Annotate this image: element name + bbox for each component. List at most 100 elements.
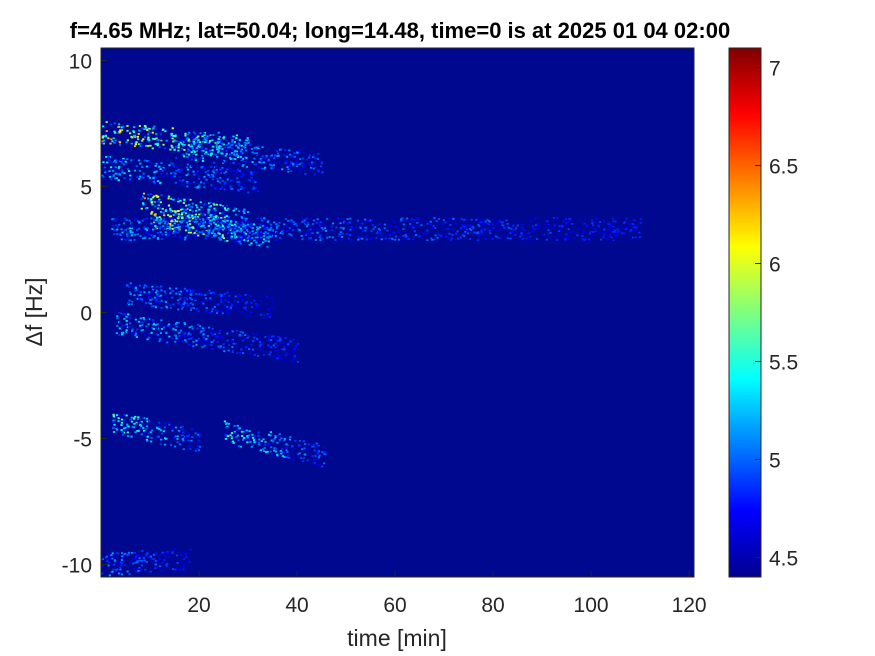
- heatmap-cell: [125, 237, 128, 240]
- heatmap-cell: [108, 558, 111, 560]
- heatmap-cell: [195, 150, 198, 153]
- heatmap-cell: [172, 435, 176, 437]
- heatmap-cell: [448, 218, 451, 220]
- heatmap-cell: [608, 234, 611, 237]
- heatmap-cell: [185, 234, 188, 237]
- heatmap-cell: [199, 201, 202, 204]
- heatmap-cell: [634, 224, 637, 227]
- heatmap-cell: [227, 231, 230, 234]
- heatmap-cell: [115, 224, 118, 227]
- heatmap-cell: [242, 210, 245, 213]
- heatmap-cell: [243, 222, 246, 225]
- heatmap-cell: [237, 226, 240, 229]
- heatmap-cell: [165, 565, 168, 567]
- heatmap-cell: [204, 171, 207, 173]
- heatmap-cell: [208, 290, 212, 293]
- heatmap-cell: [268, 235, 272, 238]
- heatmap-cell: [209, 297, 212, 300]
- heatmap-cell: [255, 244, 259, 247]
- heatmap-cell: [174, 220, 177, 222]
- heatmap-cell: [117, 420, 120, 423]
- heatmap-cell: [155, 337, 158, 339]
- heatmap-cell: [372, 228, 375, 230]
- heatmap-cell: [445, 235, 448, 238]
- heatmap-cell: [214, 309, 217, 312]
- heatmap-cell: [133, 422, 136, 425]
- heatmap-cell: [163, 553, 166, 555]
- heatmap-cell: [159, 565, 162, 568]
- heatmap-cell: [135, 336, 138, 338]
- heatmap-cell: [246, 223, 249, 226]
- heatmap-cell: [466, 229, 469, 232]
- heatmap-cell: [159, 231, 162, 234]
- heatmap-cell: [457, 238, 460, 240]
- heatmap-cell: [267, 228, 270, 231]
- heatmap-cell: [619, 225, 622, 228]
- heatmap-cell: [160, 570, 163, 572]
- heatmap-cell: [107, 137, 110, 140]
- heatmap-cell: [137, 133, 140, 135]
- heatmap-cell: [245, 301, 248, 303]
- heatmap-cell: [286, 162, 289, 165]
- heatmap-cell: [152, 179, 155, 182]
- heatmap-cell: [257, 227, 260, 230]
- heatmap-cell: [131, 231, 134, 234]
- heatmap-cell: [152, 236, 155, 239]
- heatmap-cell: [149, 553, 152, 556]
- heatmap-cell: [184, 132, 187, 135]
- heatmap-cell: [256, 228, 259, 231]
- heatmap-cell: [232, 342, 235, 345]
- heatmap-cell: [143, 197, 146, 200]
- heatmap-cell: [181, 558, 184, 561]
- heatmap-cell: [164, 220, 167, 223]
- heatmap-cell: [204, 141, 207, 144]
- heatmap-cell: [171, 132, 174, 135]
- heatmap-cell: [177, 332, 180, 334]
- heatmap-cell: [169, 136, 172, 138]
- heatmap-cell: [400, 218, 403, 221]
- heatmap-cell: [245, 142, 248, 145]
- heatmap-cell: [142, 317, 145, 319]
- heatmap-cell: [241, 157, 245, 160]
- heatmap-cell: [505, 219, 508, 222]
- heatmap-cell: [577, 227, 580, 230]
- heatmap-cell: [216, 336, 219, 338]
- heatmap-cell: [210, 222, 213, 225]
- heatmap-cell: [562, 220, 565, 222]
- heatmap-cell: [199, 221, 202, 223]
- heatmap-cell: [549, 231, 552, 234]
- heatmap-cell: [449, 224, 452, 226]
- heatmap-cell: [293, 150, 296, 153]
- heatmap-cell: [292, 157, 295, 160]
- heatmap-cell: [250, 148, 253, 150]
- heatmap-cell: [189, 309, 192, 311]
- heatmap-cell: [119, 563, 122, 566]
- heatmap-cell: [281, 447, 284, 450]
- heatmap-cell: [263, 444, 267, 446]
- x-tick-label: 100: [574, 594, 609, 617]
- heatmap-cell: [324, 224, 327, 227]
- heatmap-cell: [245, 143, 248, 146]
- heatmap-cell: [274, 338, 277, 341]
- heatmap-cell: [311, 223, 315, 225]
- heatmap-cell: [247, 191, 250, 194]
- heatmap-cell: [343, 221, 346, 224]
- heatmap-cell: [483, 228, 487, 231]
- heatmap-cell: [603, 220, 606, 223]
- heatmap-cell: [581, 239, 584, 241]
- heatmap-cell: [209, 219, 212, 222]
- heatmap-cell: [441, 226, 444, 228]
- heatmap-cell: [186, 304, 190, 307]
- heatmap-cell: [483, 235, 486, 238]
- heatmap-cell: [208, 223, 212, 226]
- heatmap-cell: [181, 306, 184, 309]
- heatmap-cell: [314, 450, 317, 453]
- heatmap-cell: [128, 227, 131, 230]
- heatmap-cell: [535, 224, 538, 226]
- heatmap-cell: [216, 156, 219, 158]
- heatmap-cell: [221, 227, 225, 230]
- heatmap-cell: [142, 202, 145, 205]
- heatmap-cell: [264, 240, 267, 242]
- heatmap-cell: [236, 429, 239, 432]
- heatmap-cell: [612, 239, 615, 242]
